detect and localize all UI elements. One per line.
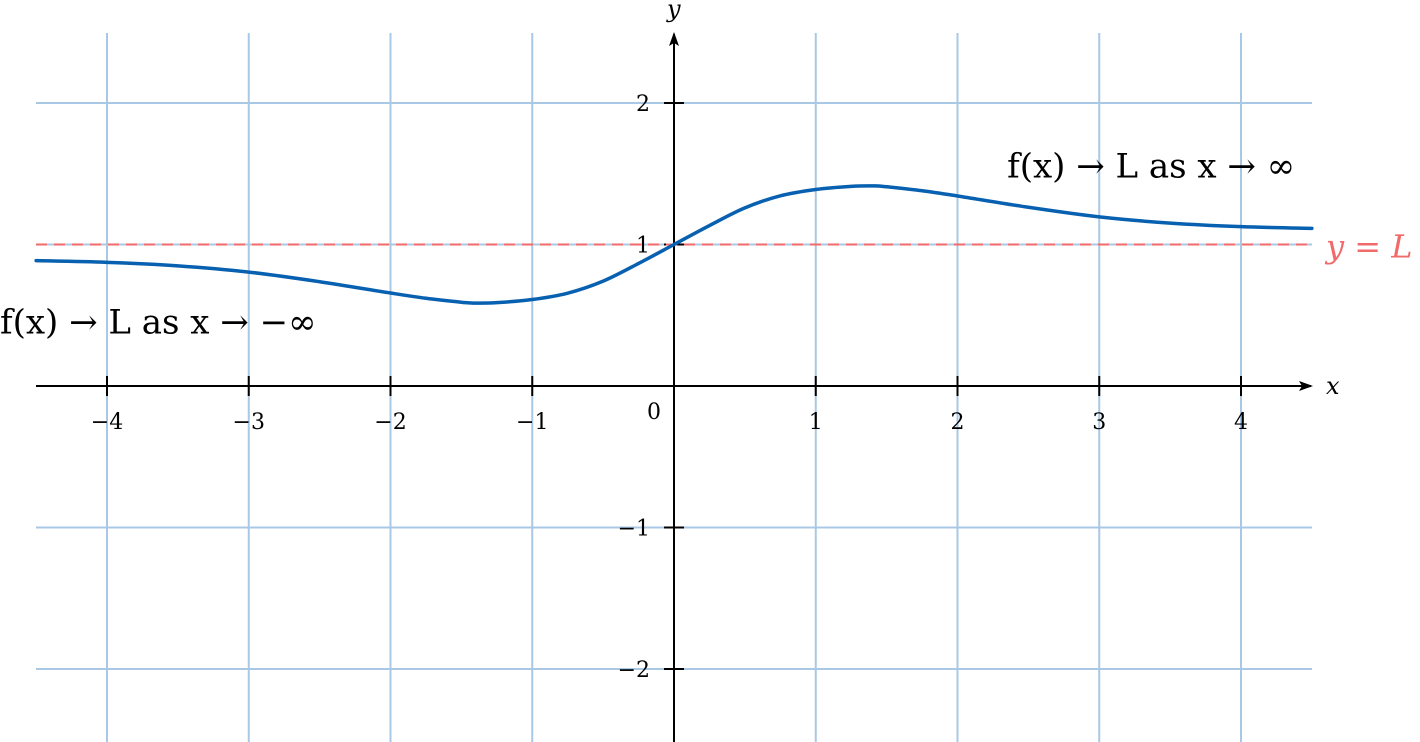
y-axis-label: y [666, 0, 681, 23]
y-tick-label: −2 [618, 658, 650, 683]
annotation-right: f(x) → L as x → ∞ [1007, 147, 1295, 187]
x-tick-label: −2 [374, 410, 406, 435]
axes [36, 32, 1313, 742]
origin-label: 0 [647, 400, 661, 425]
x-tick-label: −3 [233, 410, 265, 435]
x-tick-label: −4 [91, 410, 123, 435]
x-axis-label: x [1326, 372, 1340, 400]
x-tick-label: 1 [809, 410, 823, 435]
annotation-left: f(x) → L as x → −∞ [0, 302, 316, 342]
function-curve [34, 184, 1314, 305]
x-tick-label: −1 [516, 410, 548, 435]
x-tick-label: 3 [1092, 410, 1106, 435]
y-tick-label: −1 [618, 517, 650, 542]
y-tick-label: 1 [636, 234, 650, 259]
x-tick-label: 2 [951, 410, 965, 435]
asymptote-label: y = L [1324, 228, 1412, 266]
y-tick-label: 2 [636, 92, 650, 117]
x-tick-label: 4 [1234, 410, 1248, 435]
curve-group [34, 184, 1314, 305]
labels: −4 −3 −2 −1 1 2 3 4 −2 −1 1 2 0 x y y = L f(x) → L as x … [0, 0, 1412, 683]
